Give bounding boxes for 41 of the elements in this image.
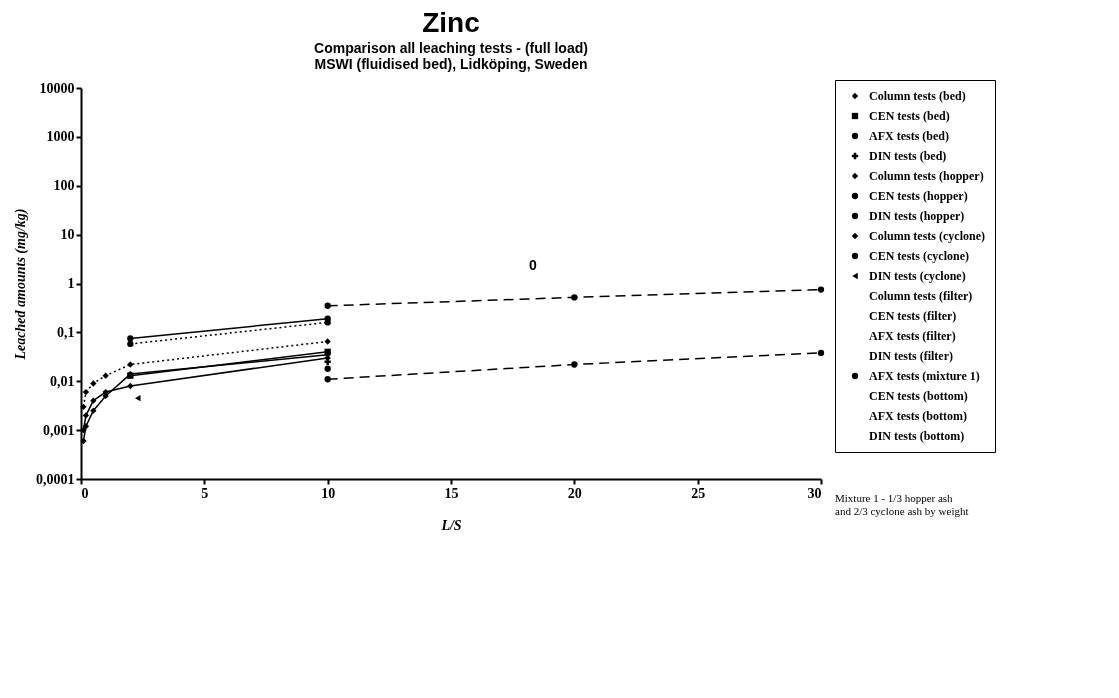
legend-label: AFX tests (bed) — [869, 129, 949, 143]
y-tick-label: 10000 — [39, 80, 75, 96]
y-tick-label: 0,1 — [57, 324, 75, 340]
x-tick-label: 25 — [691, 485, 706, 501]
text: DIN tests (bottom) — [869, 429, 965, 443]
x-tick-label: 5 — [201, 485, 209, 501]
text: Mixture 1 - 1/3 hopper ash and 2/3 cyclone ash by weight — [835, 492, 969, 517]
text: CEN tests (bottom) — [869, 389, 968, 403]
legend-label: CEN tests (hopper) — [869, 189, 968, 203]
legend-label: Column tests (bed) — [869, 89, 966, 103]
y-tick-label: 0,0001 — [36, 471, 75, 487]
x-tick-label: 20 — [567, 485, 582, 501]
chart-title: Zinc — [422, 6, 480, 38]
text: DIN tests (filter) — [869, 349, 953, 363]
text: Column tests (filter) — [869, 289, 973, 303]
y-tick-label: 100 — [53, 178, 75, 194]
legend-label: AFX tests (mixture 1) — [869, 369, 980, 383]
legend-label: CEN tests (bed) — [869, 109, 950, 123]
chart-subtitle: Comparison all leaching tests - (full load) — [314, 39, 588, 56]
legend-label: DIN tests (hopper) — [869, 209, 965, 223]
x-tick-label: 10 — [321, 485, 336, 501]
y-axis-title: Leached amounts (mg/kg) — [13, 208, 29, 361]
legend-label: Column tests (hopper) — [869, 169, 984, 183]
x-tick-label: 30 — [807, 485, 822, 501]
legend-label: Column tests (cyclone) — [869, 229, 985, 243]
annotation: 0 — [529, 257, 538, 273]
legend-label: DIN tests (cyclone) — [869, 269, 966, 283]
text: AFX tests (bottom) — [869, 409, 967, 423]
y-tick-label: 10 — [60, 227, 75, 243]
x-tick-label: 15 — [444, 485, 459, 501]
text: MSWI (fluidised bed), Lidköping, Sweden — [314, 55, 588, 72]
y-tick-label: 1000 — [46, 129, 75, 145]
x-axis-title: L/S — [440, 517, 462, 533]
x-tick-label: 0 — [81, 485, 89, 501]
y-tick-label: 0,001 — [43, 422, 75, 438]
y-tick-label: 1 — [67, 276, 75, 291]
y-tick-label: 0,01 — [50, 373, 75, 389]
text: CEN tests (filter) — [869, 309, 957, 323]
text: AFX tests (filter) — [869, 329, 956, 343]
legend-label: DIN tests (bed) — [869, 149, 947, 163]
legend-label: CEN tests (cyclone) — [869, 249, 969, 263]
